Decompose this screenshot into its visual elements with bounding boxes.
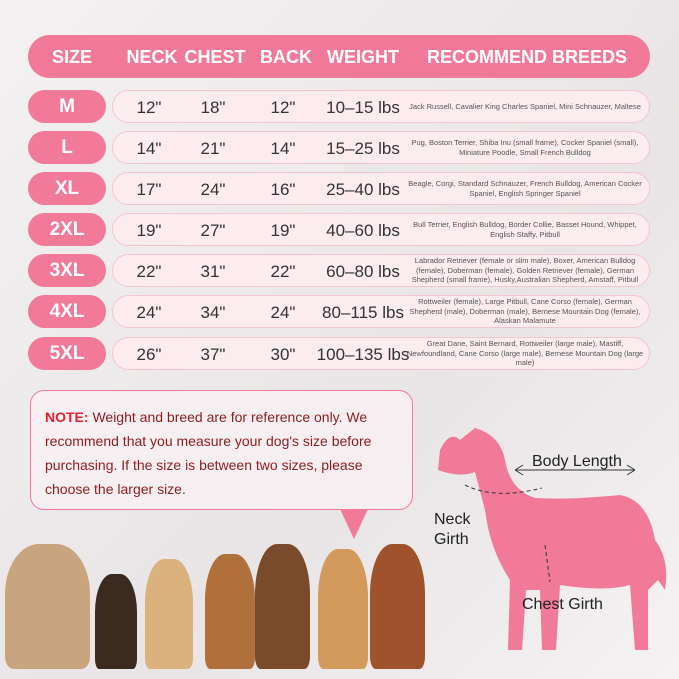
breeds-value: Labrador Retriever (female or slim male)… xyxy=(411,255,639,285)
body-length-label: Body Length xyxy=(532,453,622,470)
neck-value: 26" xyxy=(136,345,162,364)
back-value: 16" xyxy=(270,180,296,199)
weight-value: 60–80 lbs xyxy=(326,262,400,281)
table-row: 3XL 22" 31" 22" 60–80 lbs Labrador Retri… xyxy=(28,254,650,287)
row-values: 14" 21" 14" 15–25 lbs Pug, Boston Terrie… xyxy=(112,131,650,164)
neck-girth-label: Neck Girth xyxy=(434,511,471,548)
chest-value: 34" xyxy=(200,303,226,322)
note-label: NOTE: xyxy=(45,409,89,425)
row-values: 26" 37" 30" 100–135 lbs Great Dane, Sain… xyxy=(112,337,650,370)
size-badge: 4XL xyxy=(28,295,106,328)
weight-value: 25–40 lbs xyxy=(326,180,400,199)
back-value: 30" xyxy=(270,345,296,364)
neck-value: 17" xyxy=(136,180,162,199)
chest-value: 24" xyxy=(200,180,226,199)
table-row: 4XL 24" 34" 24" 80–115 lbs Rottweiler (f… xyxy=(28,295,650,328)
neck-value: 14" xyxy=(136,139,162,158)
row-values: 17" 24" 16" 25–40 lbs Beagle, Corgi, Sta… xyxy=(112,172,650,205)
chest-value: 18" xyxy=(200,98,226,117)
row-values: 24" 34" 24" 80–115 lbs Rottweiler (femal… xyxy=(112,295,650,328)
table-row: L 14" 21" 14" 15–25 lbs Pug, Boston Terr… xyxy=(28,131,650,164)
weight-value: 80–115 lbs xyxy=(322,303,404,322)
chest-value: 31" xyxy=(200,262,226,281)
breeds-value: Beagle, Corgi, Standard Schnauzer, Frenc… xyxy=(408,178,642,198)
back-value: 12" xyxy=(270,98,296,117)
size-badge: 2XL xyxy=(28,213,106,246)
breeds-value: Pug, Boston Terrier, Shiba Inu (small fr… xyxy=(411,137,639,157)
breeds-value: Jack Russell, Cavalier King Charles Span… xyxy=(409,101,641,111)
chest-girth-label: Chest Girth xyxy=(522,596,603,613)
chest-value: 21" xyxy=(200,139,226,158)
table-row: M 12" 18" 12" 10–15 lbs Jack Russell, Ca… xyxy=(28,90,650,123)
header-size: SIZE xyxy=(51,47,93,67)
chest-value: 27" xyxy=(200,221,226,240)
size-badge: M xyxy=(28,90,106,123)
header-weight: WEIGHT xyxy=(327,47,399,67)
size-badge: L xyxy=(28,131,106,164)
row-values: 12" 18" 12" 10–15 lbs Jack Russell, Cava… xyxy=(112,90,650,123)
size-badge: 5XL xyxy=(28,337,106,370)
neck-value: 24" xyxy=(136,303,162,322)
table-row: XL 17" 24" 16" 25–40 lbs Beagle, Corgi, … xyxy=(28,172,650,205)
table-row: 5XL 26" 37" 30" 100–135 lbs Great Dane, … xyxy=(28,337,650,370)
breeds-value: Rottweiler (female), Large Pitbull, Cane… xyxy=(409,296,641,326)
note-box: NOTE: Weight and breed are for reference… xyxy=(30,390,413,510)
weight-value: 15–25 lbs xyxy=(326,139,400,158)
note-tail xyxy=(340,509,368,539)
weight-value: 10–15 lbs xyxy=(326,98,400,117)
breeds-value: Bull Terrier, English Bulldog, Border Co… xyxy=(413,219,637,239)
back-value: 19" xyxy=(270,221,296,240)
neck-value: 19" xyxy=(136,221,162,240)
table-row: 2XL 19" 27" 19" 40–60 lbs Bull Terrier, … xyxy=(28,213,650,246)
back-value: 14" xyxy=(270,139,296,158)
header-breeds: RECOMMEND BREEDS xyxy=(426,47,628,67)
neck-value: 22" xyxy=(136,262,162,281)
row-values: 22" 31" 22" 60–80 lbs Labrador Retriever… xyxy=(112,254,650,287)
back-value: 22" xyxy=(270,262,296,281)
dog-silhouette-icon xyxy=(438,428,667,650)
note-text: Weight and breed are for reference only.… xyxy=(45,409,372,497)
header-back: BACK xyxy=(260,47,312,67)
back-value: 24" xyxy=(270,303,296,322)
row-values: 19" 27" 19" 40–60 lbs Bull Terrier, Engl… xyxy=(112,213,650,246)
weight-value: 100–135 lbs xyxy=(316,345,410,364)
chest-value: 37" xyxy=(200,345,226,364)
breeds-value: Great Dane, Saint Bernard, Rottweiler (l… xyxy=(406,338,644,368)
size-badge: XL xyxy=(28,172,106,205)
header-chest: CHEST xyxy=(184,47,246,67)
weight-value: 40–60 lbs xyxy=(326,221,400,240)
neck-value: 12" xyxy=(136,98,162,117)
header-neck: NECK xyxy=(126,47,178,67)
size-badge: 3XL xyxy=(28,254,106,287)
table-header: SIZE NECK CHEST BACK WEIGHT RECOMMEND BR… xyxy=(28,35,650,78)
